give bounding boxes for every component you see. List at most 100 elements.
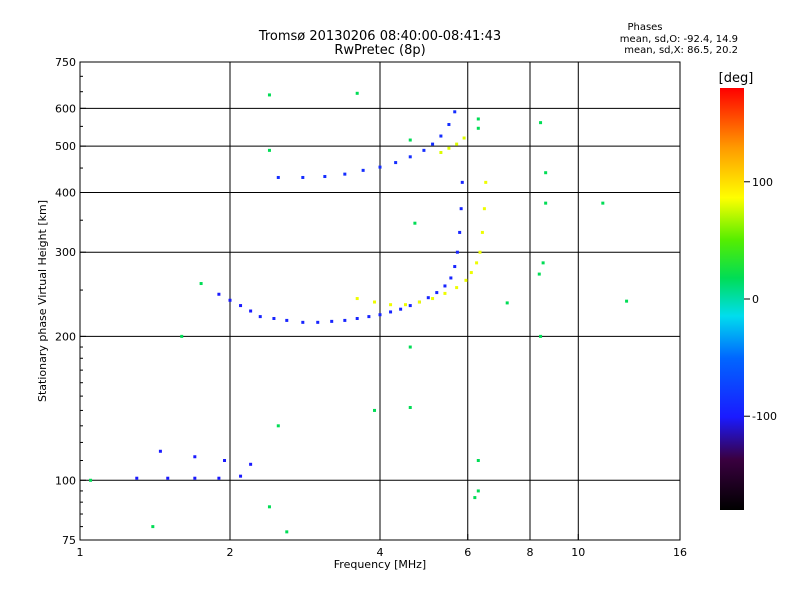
- chart-title: Tromsø 20130206 08:40:00-08:41:43: [258, 29, 501, 44]
- x-axis-label: Frequency [MHz]: [334, 558, 426, 571]
- data-point: [301, 320, 305, 324]
- data-point: [408, 345, 412, 349]
- data-point: [413, 221, 417, 225]
- y-tick-label: 500: [55, 140, 76, 153]
- data-point: [267, 505, 271, 509]
- data-point: [355, 297, 359, 301]
- data-point: [394, 161, 398, 165]
- data-point: [478, 250, 482, 254]
- data-point: [447, 123, 451, 127]
- data-point: [223, 458, 227, 462]
- data-point: [343, 172, 347, 176]
- data-point: [135, 476, 139, 480]
- data-point: [476, 489, 480, 493]
- x-tick-label: 4: [377, 546, 384, 559]
- data-point: [473, 496, 477, 500]
- grid-lines: [80, 62, 680, 540]
- data-point: [541, 261, 545, 265]
- data-point: [408, 138, 412, 142]
- data-point: [464, 278, 468, 282]
- data-point: [158, 449, 162, 453]
- data-point: [316, 320, 320, 324]
- data-point: [443, 291, 447, 295]
- data-point: [453, 265, 457, 269]
- data-point: [625, 299, 629, 303]
- data-point: [455, 286, 459, 290]
- data-point: [373, 408, 377, 412]
- data-point: [476, 126, 480, 130]
- phases-annotation-title: Phases: [627, 22, 662, 33]
- data-point: [431, 142, 435, 146]
- data-point: [505, 301, 509, 305]
- colorbar-tick-label: -100: [752, 410, 777, 423]
- y-tick-label: 300: [55, 246, 76, 259]
- data-point: [378, 313, 382, 317]
- data-point: [258, 315, 262, 319]
- data-point: [480, 230, 484, 234]
- data-point: [389, 310, 393, 314]
- y-axis-ticks: 75 100 200 300 400 500 600 750: [55, 56, 86, 547]
- data-point: [458, 230, 462, 234]
- data-point: [367, 315, 371, 319]
- x-tick-label: 8: [527, 546, 534, 559]
- y-tick-label: 75: [62, 534, 76, 547]
- y-tick-label: 100: [55, 474, 76, 487]
- data-point: [239, 474, 243, 478]
- data-point: [422, 148, 426, 152]
- data-point: [439, 134, 443, 138]
- data-point: [89, 478, 93, 482]
- data-point: [249, 309, 253, 313]
- data-point: [426, 296, 430, 300]
- data-point: [462, 136, 466, 140]
- phases-annotation-x: mean, sd,X: 86.5, 20.2: [624, 45, 738, 56]
- data-point: [199, 282, 203, 286]
- data-point: [539, 121, 543, 125]
- data-point: [484, 180, 488, 184]
- data-points: [89, 91, 629, 534]
- x-axis-ticks: 1 2 4 6 8 10 16: [77, 534, 687, 559]
- data-point: [285, 530, 289, 534]
- data-point: [403, 303, 407, 307]
- data-point: [408, 304, 412, 308]
- data-point: [389, 303, 393, 307]
- data-point: [455, 250, 459, 254]
- data-point: [217, 292, 221, 296]
- data-point: [453, 110, 457, 114]
- data-point: [378, 165, 382, 169]
- data-point: [323, 175, 327, 179]
- colorbar-label: [deg]: [719, 71, 754, 86]
- y-tick-label: 750: [55, 56, 76, 69]
- colorbar-ticks: 100 0 -100: [744, 176, 777, 423]
- data-point: [166, 476, 170, 480]
- data-point: [476, 458, 480, 462]
- x-tick-label: 2: [227, 546, 234, 559]
- data-point: [228, 298, 232, 302]
- data-point: [460, 180, 464, 184]
- data-point: [272, 316, 276, 320]
- data-point: [217, 476, 221, 480]
- data-point: [399, 307, 403, 311]
- x-tick-label: 6: [464, 546, 471, 559]
- y-axis-label: Stationary phase Virtual Height [km]: [36, 200, 49, 402]
- data-point: [193, 476, 197, 480]
- data-point: [180, 334, 184, 338]
- data-point: [469, 271, 473, 275]
- data-point: [475, 261, 479, 265]
- y-tick-label: 400: [55, 186, 76, 199]
- colorbar: [720, 88, 744, 510]
- data-point: [482, 207, 486, 211]
- data-point: [435, 291, 439, 295]
- data-point: [301, 175, 305, 179]
- data-point: [417, 300, 421, 304]
- data-point: [431, 297, 435, 301]
- y-tick-label: 600: [55, 102, 76, 115]
- data-point: [355, 316, 359, 320]
- data-point: [267, 93, 271, 97]
- phases-annotation-o: mean, sd,O: -92.4, 14.9: [620, 34, 738, 45]
- data-point: [447, 146, 451, 150]
- chart-subtitle: RwPretec (8p): [334, 43, 425, 58]
- data-point: [544, 171, 548, 175]
- colorbar-tick-label: 0: [752, 293, 759, 306]
- data-point: [455, 142, 459, 146]
